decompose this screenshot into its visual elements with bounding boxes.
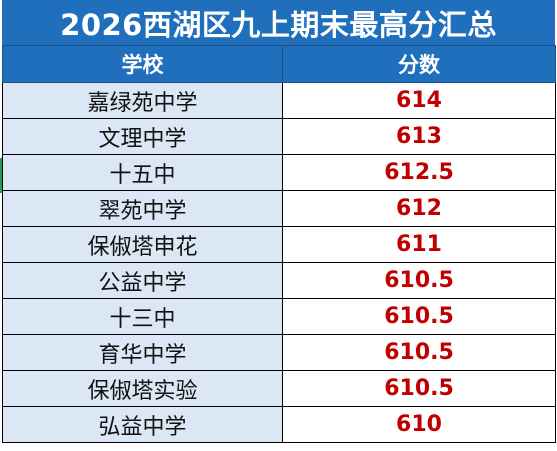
score-cell[interactable]: 612 — [282, 190, 556, 227]
score-cell[interactable]: 610.5 — [282, 370, 556, 407]
school-cell[interactable]: 弘益中学 — [2, 406, 283, 443]
school-cell[interactable]: 保俶塔申花 — [2, 226, 283, 263]
table-row: 十五中 612.5 — [2, 154, 556, 191]
score-cell[interactable]: 611 — [282, 226, 556, 263]
score-cell[interactable]: 610.5 — [282, 298, 556, 335]
table-row: 嘉绿苑中学 614 — [2, 82, 556, 119]
school-cell[interactable]: 保俶塔实验 — [2, 370, 283, 407]
table-row: 保俶塔实验 610.5 — [2, 370, 556, 407]
selected-row-marker — [0, 158, 2, 193]
score-cell[interactable]: 610 — [282, 406, 556, 443]
school-cell[interactable]: 十五中 — [2, 154, 283, 191]
column-header-score[interactable]: 分数 — [282, 45, 556, 83]
table-row: 翠苑中学 612 — [2, 190, 556, 227]
table-row: 十三中 610.5 — [2, 298, 556, 335]
score-cell[interactable]: 610.5 — [282, 262, 556, 299]
school-cell[interactable]: 公益中学 — [2, 262, 283, 299]
score-cell[interactable]: 613 — [282, 118, 556, 155]
school-cell[interactable]: 嘉绿苑中学 — [2, 82, 283, 119]
table-row: 公益中学 610.5 — [2, 262, 556, 299]
school-cell[interactable]: 翠苑中学 — [2, 190, 283, 227]
column-header-school[interactable]: 学校 — [2, 45, 283, 83]
table-row: 育华中学 610.5 — [2, 334, 556, 371]
table-row: 文理中学 613 — [2, 118, 556, 155]
school-cell[interactable]: 文理中学 — [2, 118, 283, 155]
school-cell[interactable]: 育华中学 — [2, 334, 283, 371]
table-title: 2026西湖区九上期末最高分汇总 — [2, 0, 555, 45]
score-cell[interactable]: 612.5 — [282, 154, 556, 191]
school-cell[interactable]: 十三中 — [2, 298, 283, 335]
score-cell[interactable]: 610.5 — [282, 334, 556, 371]
score-cell[interactable]: 614 — [282, 82, 556, 119]
table-row: 弘益中学 610 — [2, 406, 556, 443]
table-row: 保俶塔申花 611 — [2, 226, 556, 263]
score-table: 学校 分数 嘉绿苑中学 614 文理中学 613 十五中 612.5 翠苑中学 … — [2, 45, 556, 443]
header-row: 学校 分数 — [2, 45, 556, 83]
